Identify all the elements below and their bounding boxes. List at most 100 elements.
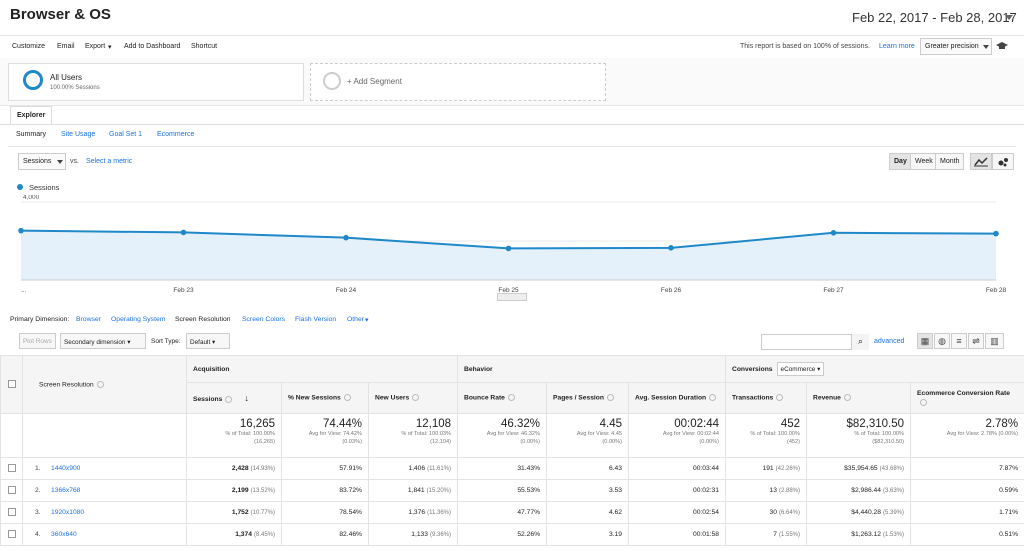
sort-arrow-icon[interactable]: ↓ xyxy=(244,393,249,403)
tab-explorer[interactable]: Explorer xyxy=(10,106,52,124)
dimension-browser[interactable]: Browser xyxy=(76,316,101,323)
sessions-cell: 1,374 (8.45%) xyxy=(186,523,282,546)
add-segment-label[interactable]: + Add Segment xyxy=(347,77,402,86)
data-point xyxy=(993,230,999,237)
row-checkbox[interactable] xyxy=(7,485,16,494)
column-header[interactable]: Revenue xyxy=(806,382,912,414)
period-week-button[interactable]: Week xyxy=(910,153,938,170)
help-icon[interactable] xyxy=(225,395,233,403)
chevron-down-icon: ▾ xyxy=(212,339,216,346)
pie-view-icon[interactable]: ◍ xyxy=(934,333,950,349)
revenue-pct: (5.39%) xyxy=(883,510,905,516)
subtab-site-usage[interactable]: Site Usage xyxy=(61,131,96,138)
row-select-cell[interactable] xyxy=(0,479,23,502)
search-icon[interactable]: ⌕ xyxy=(851,334,869,350)
select-all-checkbox[interactable] xyxy=(7,379,16,388)
shortcut-button[interactable]: Shortcut xyxy=(191,43,218,50)
export-button[interactable]: Export xyxy=(85,43,106,50)
column-header[interactable]: Avg. Session Duration xyxy=(628,382,727,414)
metric-select[interactable]: Sessions xyxy=(18,153,66,170)
comparison-view-icon[interactable]: ⇌ xyxy=(968,333,984,349)
data-table-view-icon[interactable]: ▦ xyxy=(917,333,933,349)
row-checkbox[interactable] xyxy=(7,463,16,472)
subtab-summary[interactable]: Summary xyxy=(16,131,46,138)
advanced-filter-link[interactable]: advanced xyxy=(874,338,905,345)
legend-dot xyxy=(17,184,23,190)
line-chart-icon[interactable] xyxy=(970,153,992,170)
column-header[interactable]: New Users xyxy=(367,382,459,414)
email-button[interactable]: Email xyxy=(57,43,75,50)
row-select-cell[interactable] xyxy=(0,501,23,524)
chevron-down-icon[interactable] xyxy=(57,160,63,164)
dimension-link[interactable]: 1920x1080 xyxy=(51,509,85,516)
summary-sub: Avg for View: 00:02:44 xyxy=(662,431,720,437)
performance-view-icon[interactable]: ≡ xyxy=(951,333,967,349)
period-month-button[interactable]: Month xyxy=(935,153,965,170)
help-icon[interactable] xyxy=(843,394,851,402)
sort-type-select[interactable]: Default ▾ xyxy=(186,333,230,349)
chevron-down-icon[interactable] xyxy=(1005,15,1013,20)
dimension-other[interactable]: Other xyxy=(347,316,364,323)
dimension-link[interactable]: 1440x900 xyxy=(51,465,81,472)
summary-cell: 16,265% of Total: 100.00% (16,265) xyxy=(186,413,282,458)
pages-session-cell: 3.53 xyxy=(546,479,630,502)
transactions-pct: (1.55%) xyxy=(779,532,801,538)
column-header[interactable]: Bounce Rate xyxy=(457,382,548,414)
column-header[interactable]: Transactions xyxy=(725,382,808,414)
help-icon[interactable] xyxy=(606,394,614,402)
precision-select[interactable]: Greater precision xyxy=(920,38,992,55)
graduation-cap-icon[interactable] xyxy=(996,42,1008,50)
column-header[interactable]: % New Sessions xyxy=(281,382,369,414)
add-to-dashboard-button[interactable]: Add to Dashboard xyxy=(124,43,181,50)
add-segment-button[interactable] xyxy=(310,63,606,101)
select-metric-link[interactable]: Select a metric xyxy=(86,158,133,165)
period-day-button[interactable]: Day xyxy=(889,153,912,170)
group-acquisition: Acquisition xyxy=(185,355,459,383)
select-all-cell[interactable] xyxy=(0,355,23,414)
dimension-flash-version[interactable]: Flash Version xyxy=(295,316,337,323)
plot-rows-button[interactable]: Plot Rows xyxy=(19,333,56,349)
row-select-cell[interactable] xyxy=(0,523,23,546)
dimension-header[interactable]: Screen Resolution xyxy=(22,355,187,414)
dimension-cell: 3. 1920x1080 xyxy=(22,501,187,524)
learn-more-link[interactable]: Learn more xyxy=(879,43,915,50)
segment-all-users[interactable] xyxy=(8,63,304,101)
help-icon[interactable] xyxy=(709,394,717,402)
summary-value: 4.45 xyxy=(599,418,623,430)
secondary-dimension-select[interactable]: Secondary dimension ▾ xyxy=(60,333,146,349)
help-icon[interactable] xyxy=(412,394,420,402)
subtab-ecommerce[interactable]: Ecommerce xyxy=(157,131,195,138)
row-checkbox[interactable] xyxy=(7,529,16,538)
dimension-operating-system[interactable]: Operating System xyxy=(111,316,166,323)
help-icon[interactable] xyxy=(343,394,351,402)
help-icon[interactable] xyxy=(920,398,928,406)
chevron-down-icon: ▾ xyxy=(127,339,131,346)
chevron-down-icon[interactable] xyxy=(983,45,989,49)
new-users-cell: 1,841 (15.20%) xyxy=(367,479,459,502)
row-select-cell[interactable] xyxy=(0,457,23,480)
help-icon[interactable] xyxy=(776,394,784,402)
subtab-goal-set-1[interactable]: Goal Set 1 xyxy=(109,131,143,138)
help-icon[interactable] xyxy=(507,394,515,402)
revenue-cell: $35,954.65 (43.68%) xyxy=(806,457,912,480)
summary-value: 452 xyxy=(780,418,801,430)
chart-expand-handle[interactable] xyxy=(497,293,527,301)
dimension-screen-colors[interactable]: Screen Colors xyxy=(242,316,286,323)
chevron-down-icon[interactable]: ▾ xyxy=(365,317,369,324)
row-checkbox[interactable] xyxy=(7,507,16,516)
column-header[interactable]: Sessions ↓ xyxy=(186,382,282,414)
column-header[interactable]: Ecommerce Conversion Rate xyxy=(910,382,1024,414)
dimension-link[interactable]: 360x640 xyxy=(51,531,77,538)
motion-chart-icon[interactable] xyxy=(992,153,1014,170)
x-tick-label: ... xyxy=(21,287,27,294)
report-table: Screen Resolution Acquisition Behavior C… xyxy=(0,355,1024,546)
dimension-screen-resolution[interactable]: Screen Resolution xyxy=(175,316,231,323)
pivot-view-icon[interactable]: ▥ xyxy=(985,333,1004,349)
date-range-picker[interactable]: Feb 22, 2017 - Feb 28, 2017 xyxy=(852,10,1017,25)
help-icon[interactable] xyxy=(96,380,104,388)
export-caret-icon[interactable]: ▾ xyxy=(108,44,112,51)
dimension-link[interactable]: 1366x768 xyxy=(51,487,81,494)
column-header[interactable]: Pages / Session xyxy=(546,382,630,414)
conversions-select[interactable]: eCommerce ▾ xyxy=(776,362,825,376)
customize-button[interactable]: Customize xyxy=(12,43,46,50)
